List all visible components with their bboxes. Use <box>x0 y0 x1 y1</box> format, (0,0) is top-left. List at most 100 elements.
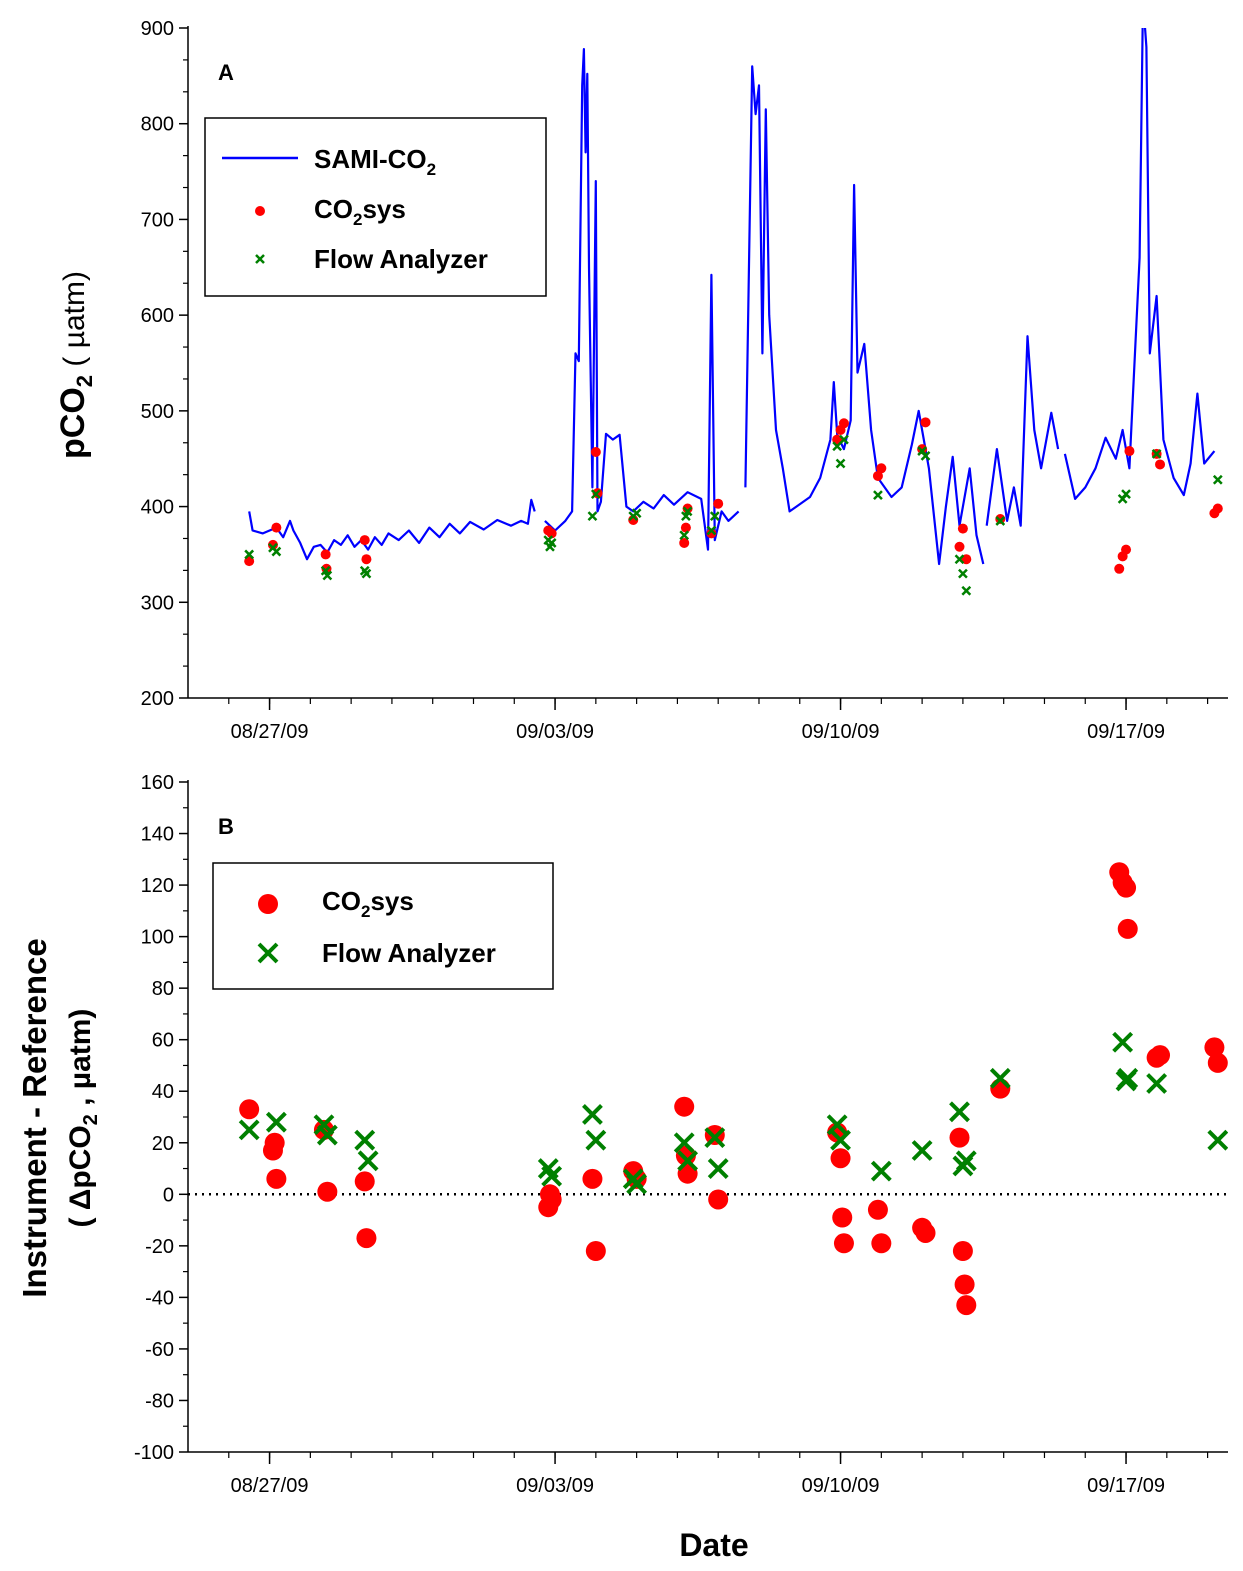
panel-b-co2sys-point <box>871 1233 892 1254</box>
panel-a-x-tick-label: 08/27/09 <box>231 721 309 743</box>
panel-b-co2sys-point <box>1207 1052 1228 1073</box>
panel-a-flow-analyzer-point <box>920 450 931 461</box>
panel-b-y-tick-label: 120 <box>141 875 174 897</box>
panel-b-co2sys-point <box>1117 918 1138 939</box>
panel-b-co2sys-point <box>585 1241 606 1261</box>
panel-b-co2sys-point <box>677 1163 698 1184</box>
panel-b-x-tick-label: 09/17/09 <box>1087 1475 1165 1497</box>
panel-a-co2sys-point <box>320 549 331 560</box>
panel-a-co2sys-point <box>1124 446 1135 457</box>
panel-a-sami-line <box>744 65 985 566</box>
panel-a-y-tick-label: 200 <box>141 688 174 710</box>
panel-a-co2sys-point <box>995 514 1006 525</box>
panel-b-flow-analyzer-point <box>704 1127 726 1149</box>
panel-a-flow-analyzer-point <box>587 511 598 522</box>
panel-a-flow-analyzer-point <box>706 525 717 536</box>
panel-b-legend-co2sys: CO2sys <box>322 886 414 921</box>
panel-b-y-tick-label: 40 <box>152 1081 174 1103</box>
panel-a-co2sys-point <box>1212 503 1223 514</box>
panel-a-co2sys-point <box>590 447 601 458</box>
panel-b-y-tick-label: -100 <box>134 1442 174 1464</box>
panel-b-flow-analyzer-point <box>707 1158 729 1179</box>
panel-a-flow-analyzer-point <box>1121 489 1131 500</box>
panel-b-co2sys-point <box>541 1189 562 1210</box>
panel-a-flow-analyzer-point <box>631 508 642 519</box>
panel-b-legend-flow-analyzer: Flow Analyzer <box>322 938 496 968</box>
panel-a-x-tick-label: 09/03/09 <box>516 721 594 743</box>
panel-b-legend-dot-swatch <box>258 894 278 914</box>
panel-b-flow-analyzer-point <box>1117 1067 1139 1089</box>
panel-b-co2sys-point <box>708 1189 729 1210</box>
panel-a-legend-dot-swatch <box>255 206 265 216</box>
panel-a-co2sys-point <box>713 498 724 509</box>
panel-b-flow-analyzer-point <box>265 1111 287 1133</box>
panel-b-flow-analyzer-point <box>1146 1073 1168 1094</box>
panel-b-legend-box <box>212 862 554 990</box>
panel-a-letter: A <box>218 60 234 85</box>
panel-b-flow-analyzer-point <box>626 1173 648 1195</box>
panel-a-y-tick-label: 500 <box>141 401 174 423</box>
panel-b-co2sys-point <box>1204 1037 1225 1058</box>
panel-b-co2sys-point <box>915 1222 936 1243</box>
panel-a-flow-analyzer-point <box>832 441 843 452</box>
panel-b-flow-analyzer-point <box>582 1104 603 1125</box>
panel-a-flow-analyzer-point <box>835 458 846 469</box>
panel-b-y-axis-subtitle: ( ΔpCO2 , µatm) <box>64 1009 102 1228</box>
panel-b-co2sys-point <box>1116 877 1137 898</box>
panel-a-co2sys-point <box>1121 544 1132 555</box>
panel-b-flow-analyzer-point <box>585 1129 607 1151</box>
panel-b-co2sys-point <box>239 1099 260 1120</box>
panel-b-co2sys-point <box>832 1207 853 1228</box>
panel-b-flow-analyzer-point <box>989 1067 1011 1089</box>
panel-b-y-tick-label: 160 <box>141 772 174 794</box>
panel-b-flow-analyzer-point <box>1112 1031 1134 1053</box>
panel-a-co2sys-point <box>872 470 883 481</box>
panel-b-flow-analyzer-point <box>870 1160 892 1182</box>
panel-b-y-tick-label: -80 <box>145 1390 174 1412</box>
panel-a-y-tick-label: 400 <box>141 497 174 519</box>
panel-a-co2sys-point <box>1155 459 1166 470</box>
panel-a-sami-line <box>985 335 1060 527</box>
panel-a-flow-analyzer-point <box>244 549 255 560</box>
panel-b-co2sys-point <box>830 1148 851 1169</box>
panel-a-legend-x-swatch <box>255 254 265 264</box>
panel-b-co2sys-point <box>867 1199 888 1220</box>
panel-b: -100 -80 -60 -40 -20 0 20 40 60 80 100 120 140 160 08/… <box>16 772 1228 1497</box>
panel-a-x-tick-label: 09/17/09 <box>1087 721 1165 743</box>
panel-a-co2sys-point <box>267 539 278 550</box>
panel-b-flow-analyzer-point <box>238 1119 260 1141</box>
panel-b-flow-analyzer-point <box>357 1150 379 1172</box>
panel-b-flow-analyzer-point <box>677 1150 699 1172</box>
panel-a-legend: SAMI-CO2 CO2sys Flow Analyzer <box>204 117 547 297</box>
panel-b-x-tick-label: 09/10/09 <box>802 1475 880 1497</box>
panel-a-flow-analyzer-point <box>839 434 849 445</box>
panel-b-x-tick-label: 09/03/09 <box>516 1475 594 1497</box>
panel-a-x-tick-label: 09/10/09 <box>802 721 880 743</box>
panel-b-co2sys-point <box>264 1132 285 1153</box>
panel-b-co2sys-point <box>266 1168 287 1189</box>
panel-b-co2sys-point <box>1150 1045 1171 1066</box>
panel-a-co2sys-point <box>682 503 693 514</box>
panel-b-y-tick-label: 0 <box>163 1184 174 1206</box>
panel-a-co2sys-point <box>271 522 282 533</box>
panel-b-flow-analyzer-point <box>911 1140 933 1161</box>
panel-b-flow-analyzer-point <box>830 1129 851 1151</box>
panel-b-flow-analyzer-point <box>826 1114 848 1136</box>
panel-b-flow-analyzer-point <box>316 1124 338 1146</box>
panel-b-co2sys-point <box>674 1096 695 1117</box>
panel-a-y-tick-label: 600 <box>141 305 174 327</box>
panel-b-y-tick-label: 20 <box>152 1133 174 1155</box>
panel-a-sami-line <box>248 498 536 561</box>
panel-a-co2sys-point <box>680 522 691 533</box>
panel-a-y-tick-label: 700 <box>141 209 174 231</box>
panel-a-co2sys-point <box>361 554 372 565</box>
panel-b-co2sys-point <box>952 1241 973 1261</box>
panel-a-flow-analyzer-point <box>954 554 965 565</box>
panel-b-letter: B <box>218 814 234 839</box>
panel-a-flow-analyzer-point <box>1212 474 1223 485</box>
panel-a-co2sys-point <box>679 537 690 548</box>
panel-b-y-tick-label: 80 <box>152 978 174 1000</box>
panel-b-co2sys-point <box>949 1127 970 1148</box>
panel-a-sami-line <box>544 48 740 551</box>
panel-b-y-tick-label: 140 <box>141 824 174 846</box>
